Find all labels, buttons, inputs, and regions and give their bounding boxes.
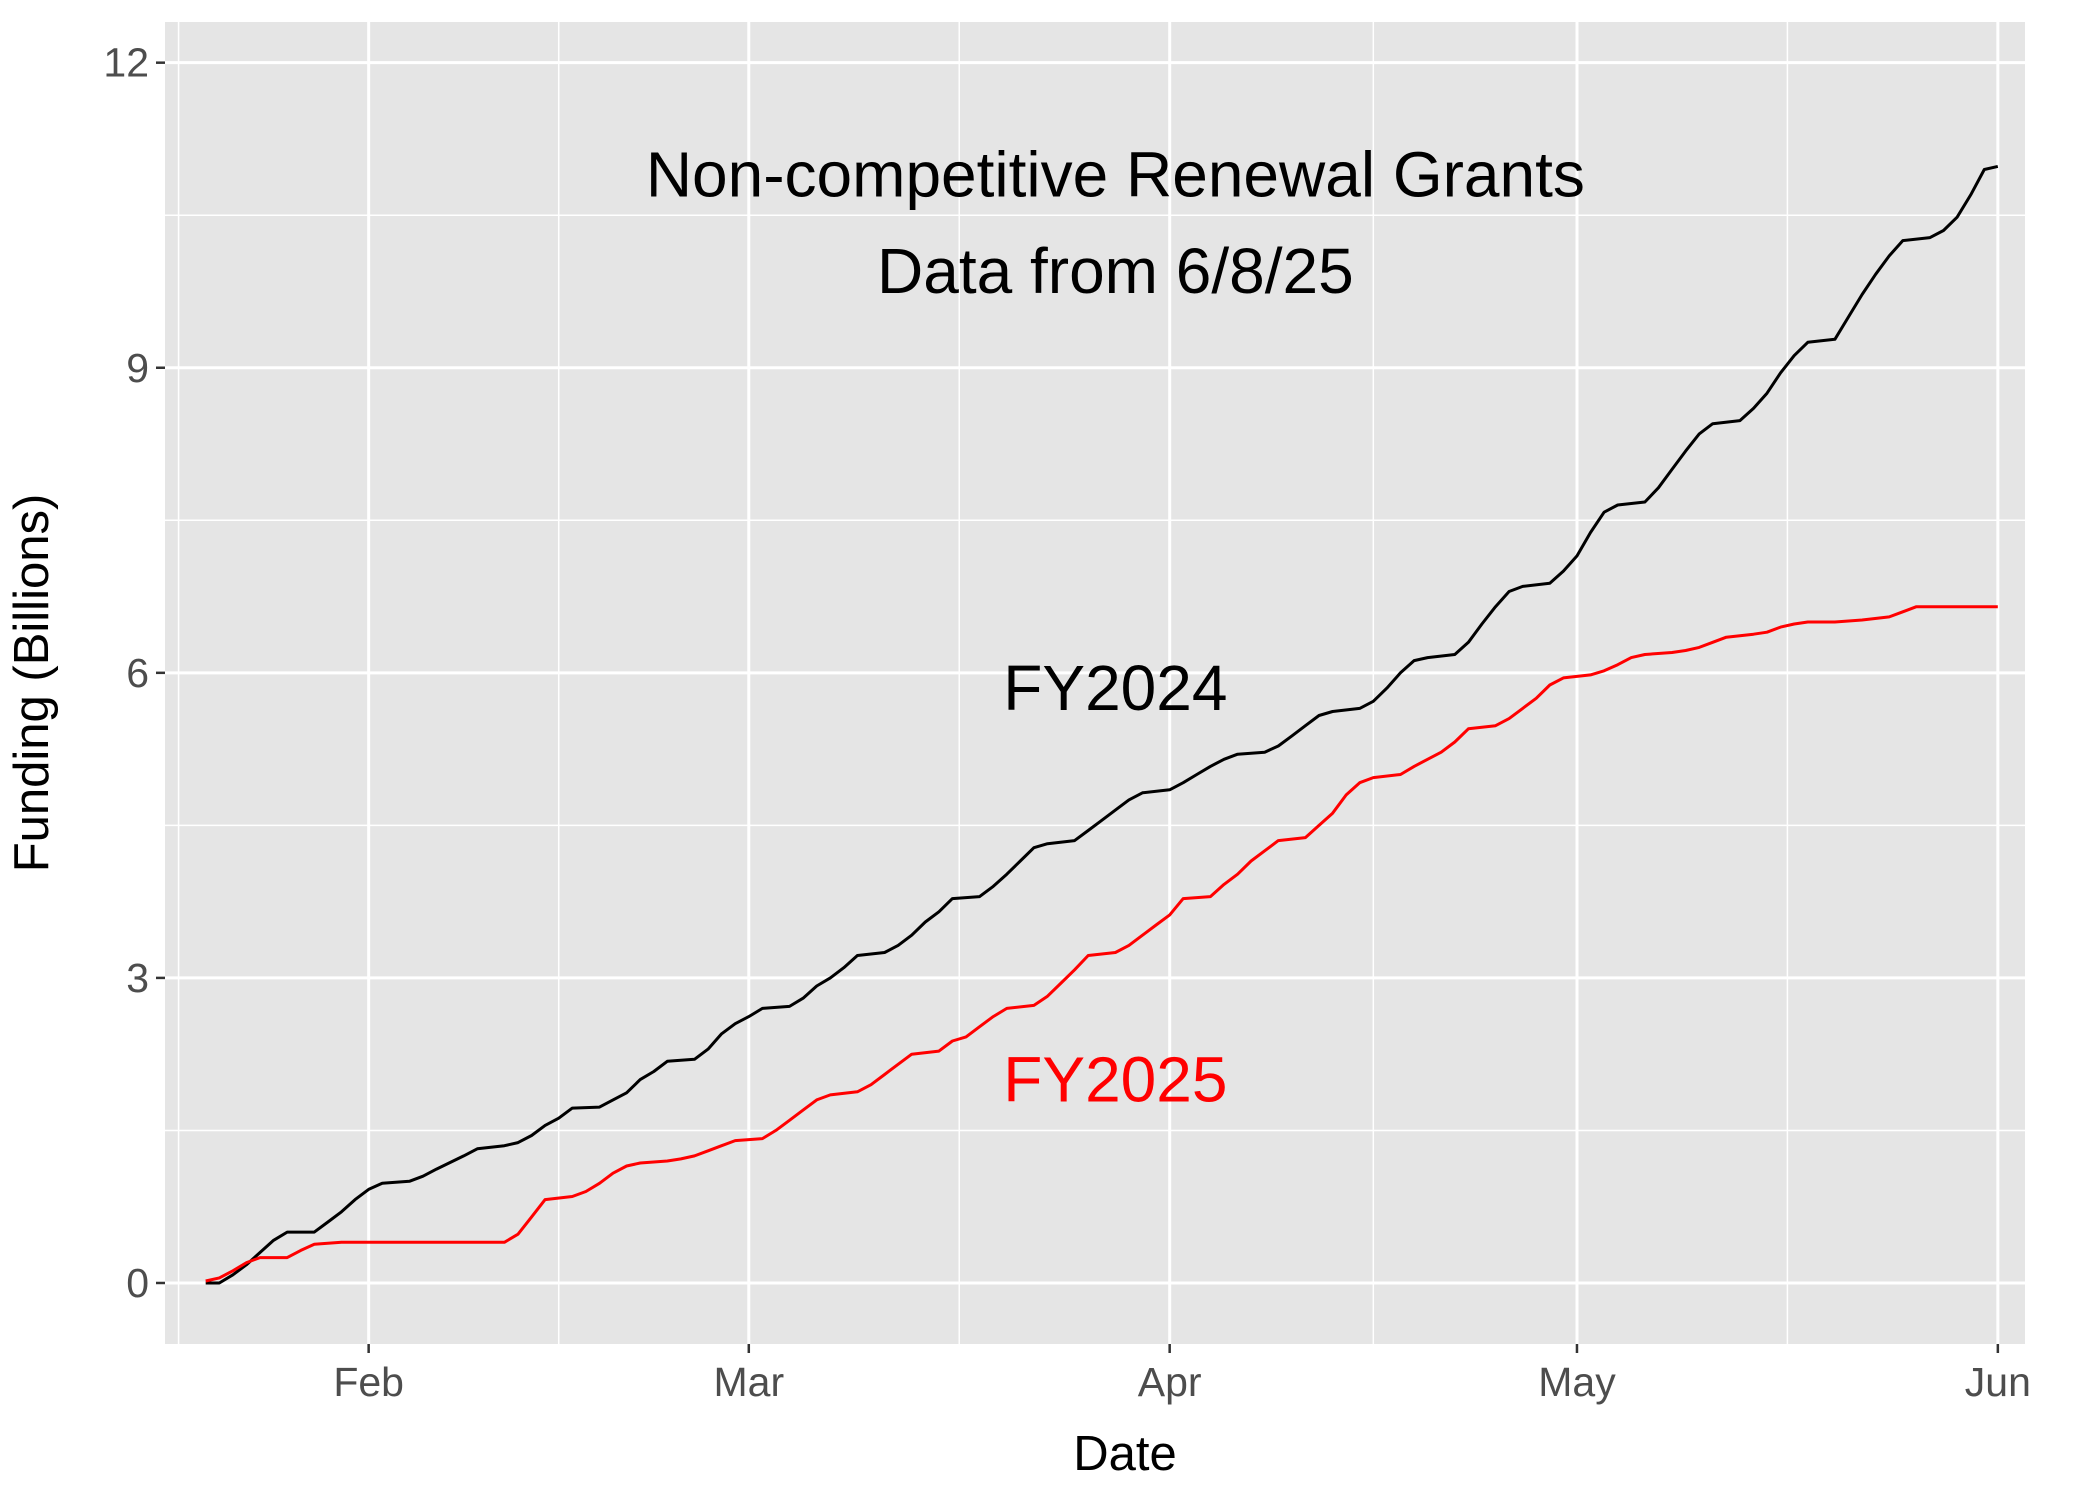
y-axis: 0 3 6 9 12 [103, 40, 165, 1306]
plot-panel [165, 22, 2025, 1344]
x-tick-label: Apr [1138, 1359, 1202, 1405]
chart-annotation: Data from 6/8/25 [877, 235, 1354, 307]
y-tick-label: 0 [126, 1260, 149, 1306]
chart-annotation: Non-competitive Renewal Grants [646, 139, 1585, 211]
y-tick-label: 3 [126, 955, 149, 1001]
x-tick-label: Feb [333, 1359, 404, 1405]
y-tick-label: 9 [126, 345, 149, 391]
chart-annotation: FY2024 [1003, 652, 1227, 724]
x-axis-title: Date [1073, 1427, 1177, 1481]
chart-annotation: FY2025 [1003, 1044, 1227, 1116]
y-tick-label: 12 [103, 40, 149, 86]
x-tick-label: Mar [713, 1359, 784, 1405]
y-axis-title: Funding (Billions) [5, 494, 59, 873]
x-tick-label: Jun [1965, 1359, 2031, 1405]
series-layer [205, 164, 1999, 1285]
y-tick-label: 6 [126, 650, 149, 696]
x-tick-label: May [1538, 1359, 1616, 1405]
x-axis: Feb Mar Apr May Jun [333, 1344, 2031, 1405]
series-line-fy2025 [205, 605, 1998, 1283]
annotation-layer: Non-competitive Renewal Grants Data from … [646, 139, 1585, 1116]
major-gridlines [165, 22, 2025, 1344]
series-line-fy2024 [205, 164, 1999, 1285]
